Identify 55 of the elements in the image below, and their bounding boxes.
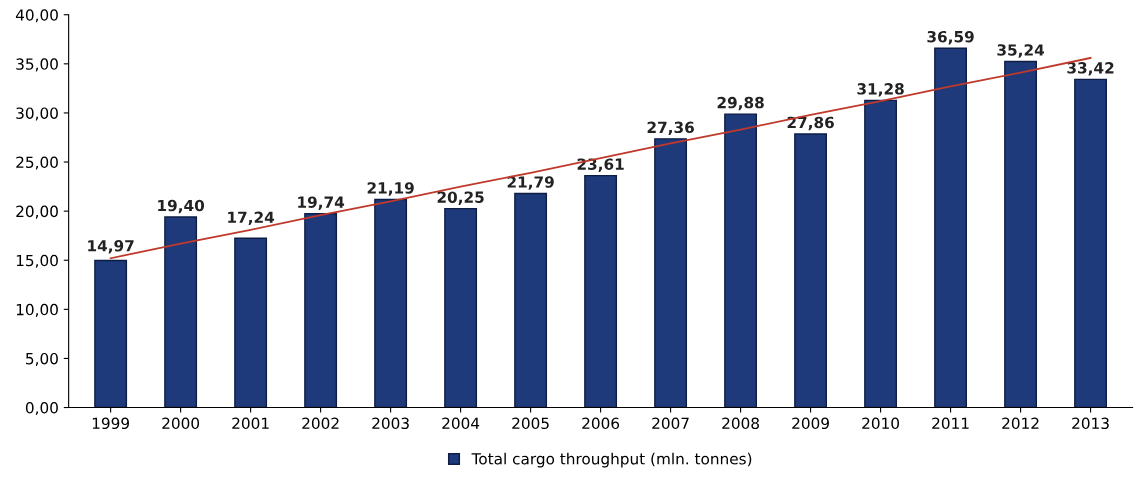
x-tick-label: 2001: [232, 417, 269, 430]
data-label: 20,25: [437, 191, 484, 205]
data-label: 29,88: [717, 96, 764, 111]
data-label: 23,61: [577, 158, 624, 172]
x-tick-label: 2010: [862, 417, 899, 430]
legend-label: Total cargo throughput (mln. tonnes): [471, 452, 752, 468]
y-tick-label: 20,00: [16, 205, 58, 219]
bar: [514, 192, 548, 408]
y-tick-label: 5,00: [26, 352, 58, 367]
bar: [934, 47, 968, 408]
bar: [444, 207, 478, 408]
data-label: 21,19: [367, 182, 414, 196]
x-tick-label: 2012: [1002, 417, 1039, 430]
x-tick-label: 2006: [582, 417, 620, 430]
data-label: 14,97: [88, 240, 134, 254]
data-label: 27,36: [647, 121, 694, 136]
data-label: 36,59: [927, 30, 974, 45]
bar: [864, 99, 898, 408]
bar: [1004, 60, 1038, 408]
x-tick-label: 2002: [302, 417, 339, 430]
bar: [724, 113, 758, 408]
data-label: 19,74: [298, 196, 345, 210]
x-tick-label: 1999: [92, 417, 129, 430]
bar: [304, 212, 338, 408]
x-tick-label: 2013: [1072, 417, 1109, 430]
data-label: 21,79: [507, 176, 554, 190]
x-tick-label: 2009: [792, 417, 829, 430]
y-tick-label: 35,00: [16, 58, 58, 72]
y-tick-label: 10,00: [16, 303, 58, 317]
data-label: 17,24: [228, 211, 275, 226]
bar: [794, 133, 828, 408]
bar: [234, 237, 268, 408]
bar: [584, 174, 618, 408]
data-label: 35,24: [997, 44, 1045, 58]
y-tick-label: 15,00: [16, 254, 58, 268]
x-tick-label: 2000: [162, 417, 200, 430]
y-tick-label: 25,00: [16, 156, 58, 170]
bar: [374, 198, 408, 408]
y-tick-label: 40,00: [15, 9, 58, 23]
bar: [164, 216, 198, 408]
x-tick-label: 2011: [932, 417, 969, 430]
x-tick-label: 2007: [652, 417, 689, 430]
x-tick-label: 2003: [372, 417, 409, 430]
bar: [94, 259, 128, 408]
data-label: 19,40: [158, 199, 205, 214]
data-label: 31,28: [857, 83, 904, 97]
data-label: 27,86: [787, 116, 834, 131]
y-tick-label: 0,00: [25, 402, 58, 416]
y-tick-label: 30,00: [16, 107, 58, 121]
x-tick-label: 2004: [442, 417, 480, 430]
x-tick-label: 2005: [512, 417, 549, 430]
x-tick-label: 2008: [722, 417, 759, 430]
data-label: 33,42: [1067, 62, 1114, 76]
bar: [654, 138, 688, 408]
bar: [1074, 78, 1108, 408]
